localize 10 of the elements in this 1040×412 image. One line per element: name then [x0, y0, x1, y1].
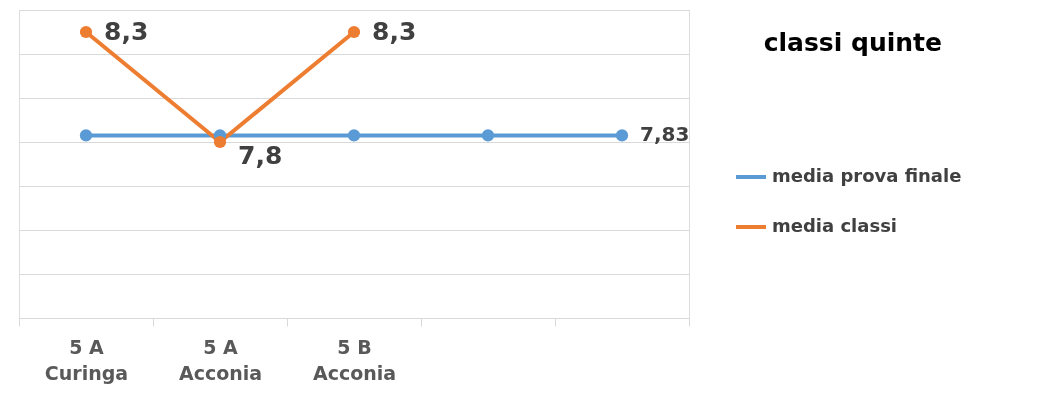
x-tick-label: 5 A Curinga — [44, 335, 129, 384]
data-label: 8,3 — [372, 17, 417, 46]
data-label: 8,3 — [104, 17, 149, 46]
x-tick-label: 5 A Acconia — [178, 335, 263, 384]
x-tick-label: 5 B Acconia — [312, 335, 397, 384]
data-label: 7,83 — [640, 122, 690, 147]
legend-label: media classi — [772, 215, 898, 236]
text: classi quinte — [763, 28, 942, 57]
data-label: 7,8 — [238, 141, 283, 170]
legend-label: media prova finale — [772, 165, 962, 186]
